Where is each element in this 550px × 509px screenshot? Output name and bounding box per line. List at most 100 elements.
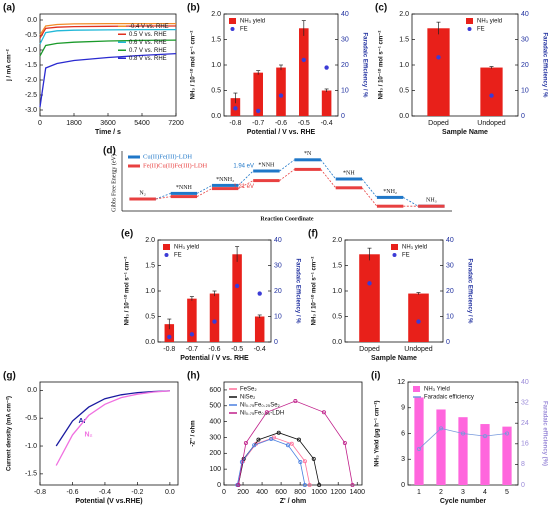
connector bbox=[279, 169, 295, 181]
y-tick-label: 0.5 bbox=[332, 313, 342, 320]
x-tick-label: -0.6 bbox=[275, 120, 287, 127]
y-tick-label: -1.5 bbox=[25, 471, 37, 478]
y-tick-label: 1.0 bbox=[332, 288, 342, 295]
point bbox=[302, 482, 307, 487]
point bbox=[460, 431, 465, 436]
connector bbox=[155, 193, 171, 200]
annotation: 1.21 eV bbox=[233, 184, 254, 190]
x-axis-title: Time / s bbox=[95, 129, 121, 136]
line bbox=[237, 400, 353, 486]
y-tick-label: 2.0 bbox=[211, 11, 221, 18]
y2-tick-label: 0 bbox=[341, 113, 345, 120]
x-tick-label: 0 bbox=[222, 489, 226, 496]
point bbox=[482, 434, 487, 439]
panel-label: (g) bbox=[3, 371, 16, 382]
bar bbox=[209, 293, 220, 342]
y-tick-label: 0.0 bbox=[145, 339, 155, 346]
energy-level bbox=[335, 177, 363, 181]
x-axis-title: Potential (V vs.RHE) bbox=[75, 498, 142, 505]
y-tick-label: 6 bbox=[401, 430, 405, 437]
y-tick-label: -1.5 bbox=[25, 62, 37, 69]
x-axis-title: Sample Name bbox=[371, 355, 417, 362]
line bbox=[55, 390, 170, 447]
point bbox=[256, 437, 261, 442]
point bbox=[317, 482, 322, 487]
y2-tick-label: 0 bbox=[446, 339, 450, 346]
x-tick-label: 1400 bbox=[349, 489, 365, 496]
connector bbox=[279, 159, 295, 172]
y-tick-label: 500 bbox=[209, 403, 221, 410]
energy-level bbox=[376, 204, 404, 208]
y-tick-label: 0.0 bbox=[27, 387, 37, 394]
x-tick-label: 3600 bbox=[100, 120, 116, 127]
y-axis-title: NH₃ / 10⁻¹⁰ mol s⁻¹ cm⁻² bbox=[378, 31, 385, 100]
bar bbox=[253, 72, 263, 116]
point bbox=[189, 332, 195, 337]
connector bbox=[196, 188, 213, 197]
energy-level bbox=[170, 191, 198, 195]
y2-tick-label: 40 bbox=[446, 237, 454, 244]
y-tick-label: 12 bbox=[397, 379, 405, 386]
legend-swatch bbox=[466, 18, 473, 24]
legend-label: Ni₀.₇₅Fe₀.₂₅-LDH bbox=[240, 411, 284, 417]
point bbox=[233, 106, 238, 111]
bar bbox=[276, 67, 286, 116]
point bbox=[236, 482, 241, 487]
y-tick-label: 300 bbox=[209, 434, 221, 441]
y-tick-label: 0.0 bbox=[399, 113, 409, 120]
point bbox=[416, 319, 421, 324]
legend-swatch bbox=[392, 253, 397, 257]
y-tick-label: 200 bbox=[209, 450, 221, 457]
y-tick-label: -2.0 bbox=[25, 77, 37, 84]
energy-level bbox=[211, 187, 239, 191]
y-tick-label: -0.5 bbox=[25, 415, 37, 422]
x-tick-label: -0.8 bbox=[34, 489, 46, 496]
x-tick-label: 5 bbox=[505, 489, 509, 496]
point bbox=[289, 441, 294, 446]
point bbox=[416, 446, 421, 451]
energy-level bbox=[418, 204, 445, 208]
x-axis-title: Sample Name bbox=[442, 129, 488, 136]
y2-tick-label: 40 bbox=[521, 379, 529, 386]
legend-swatch bbox=[391, 244, 398, 250]
legend-label: FE bbox=[174, 253, 182, 259]
x-tick-label: -0.5 bbox=[231, 346, 243, 353]
legend-label: NH₃ yield bbox=[402, 245, 427, 251]
energy-level bbox=[294, 167, 321, 171]
line bbox=[237, 432, 320, 486]
legend-swatch bbox=[230, 27, 235, 31]
bar bbox=[321, 90, 332, 116]
point bbox=[212, 319, 217, 324]
x-tick-label: Doped bbox=[428, 120, 449, 127]
connector bbox=[155, 196, 171, 200]
y-axis-title: Gibbs Free Energy (eV) bbox=[110, 154, 117, 212]
x-tick-label: -0.6 bbox=[208, 346, 220, 353]
point bbox=[307, 482, 312, 487]
y-tick-label: 0.0 bbox=[27, 17, 37, 24]
x-tick-label: -0.8 bbox=[229, 120, 241, 127]
y-tick-label: 0.5 bbox=[145, 313, 155, 320]
x-tick-label: -0.4 bbox=[321, 120, 333, 127]
point bbox=[234, 283, 240, 289]
connector bbox=[361, 178, 378, 198]
point bbox=[342, 441, 347, 446]
y-tick-label: 100 bbox=[209, 466, 221, 473]
connector bbox=[238, 180, 254, 189]
panel-label: (d) bbox=[103, 146, 116, 157]
x-axis-title: Z' / ohm bbox=[280, 498, 307, 505]
x-tick-label: -0.7 bbox=[186, 346, 198, 353]
legend-label: NH₃ Yield bbox=[424, 387, 450, 393]
connector bbox=[403, 197, 419, 207]
y-tick-label: 0.5 bbox=[399, 87, 409, 94]
level-label: *N bbox=[304, 151, 312, 157]
bar bbox=[436, 409, 446, 485]
bar bbox=[408, 293, 429, 342]
x-tick-label: Doped bbox=[359, 346, 380, 353]
x-tick-label: -0.8 bbox=[163, 346, 175, 353]
y-tick-label: 0.0 bbox=[211, 113, 221, 120]
y-tick-label: 2.0 bbox=[145, 237, 155, 244]
y-axis-title: -Z'' / ohm bbox=[191, 420, 197, 446]
x-tick-label: Undoped bbox=[404, 346, 433, 353]
line bbox=[418, 427, 508, 450]
y2-tick-label: 30 bbox=[446, 262, 454, 269]
